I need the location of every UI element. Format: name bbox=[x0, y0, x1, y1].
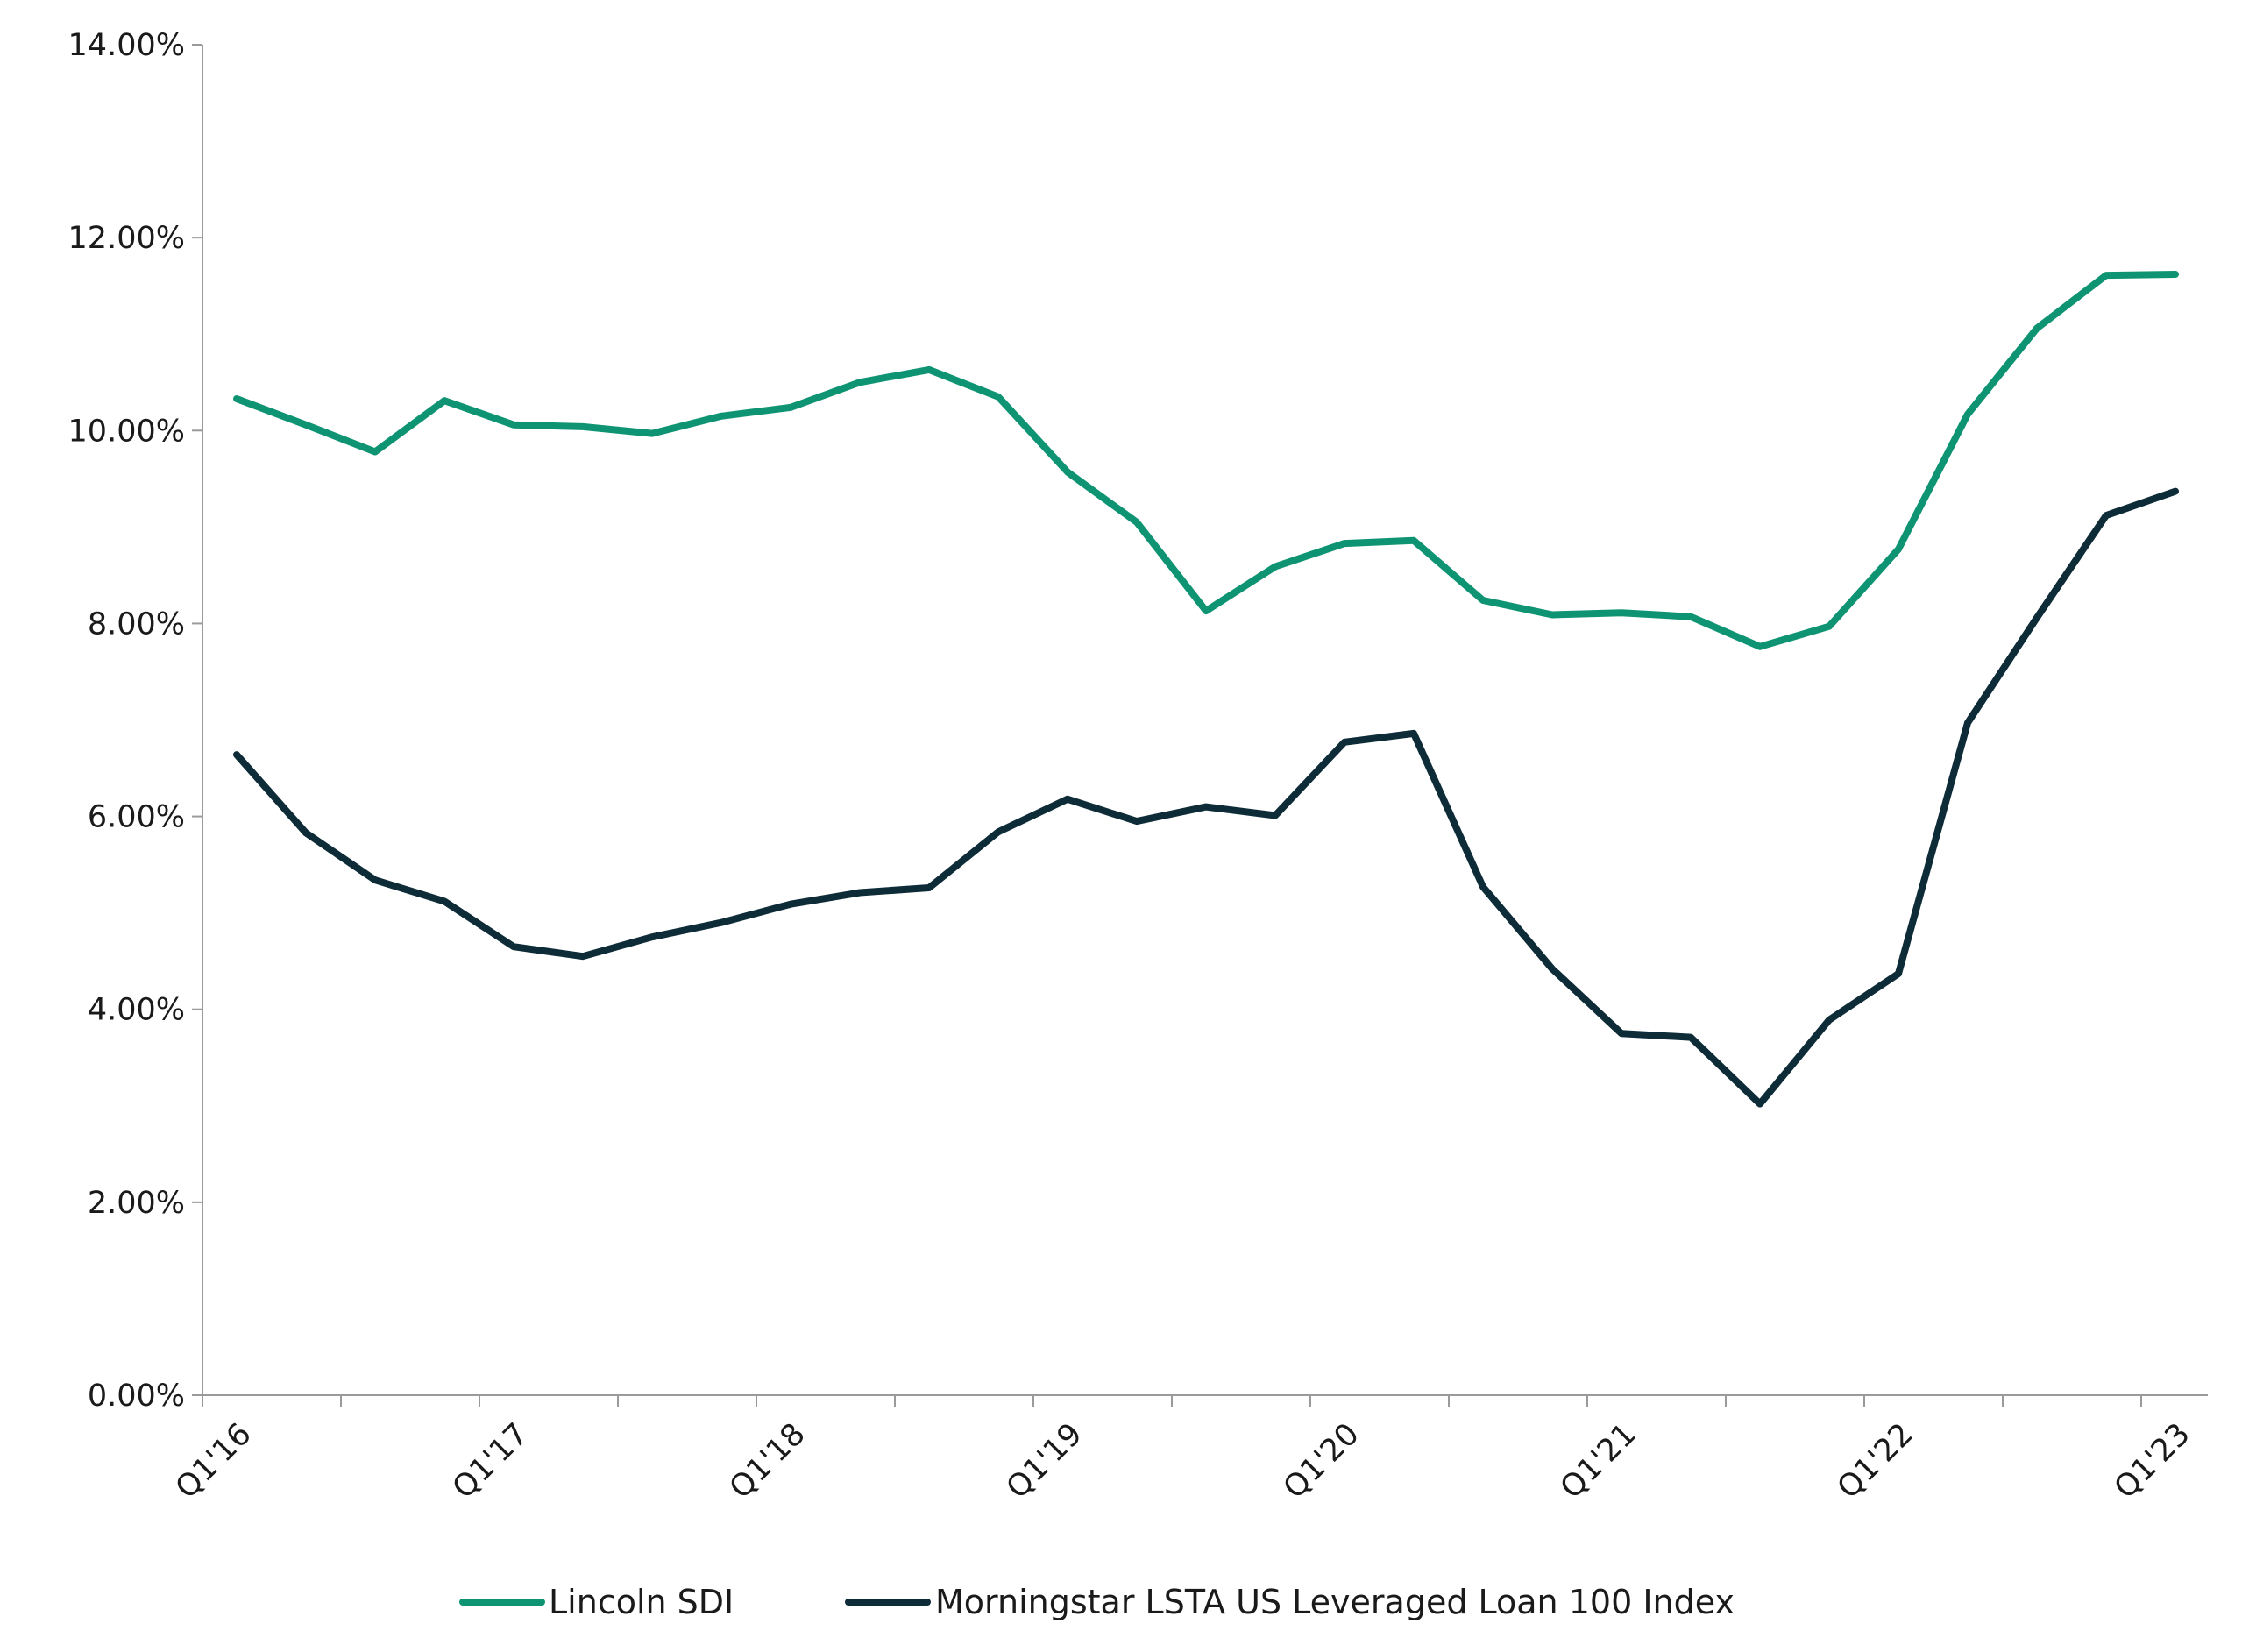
y-axis: 0.00% 2.00% 4.00% 6.00% 8.00% 10.00% 12.00% 14.… bbox=[68, 28, 203, 1414]
y-tick-label: 6.00% bbox=[88, 800, 185, 835]
y-tick-label: 12.00% bbox=[68, 221, 185, 256]
x-tick-label: Q1'22 bbox=[1831, 1416, 1920, 1506]
legend-label-2: Morningstar LSTA US Leveraged Loan 100 I… bbox=[935, 1583, 1735, 1621]
x-tick-label: Q1'23 bbox=[2108, 1416, 2197, 1506]
y-tick-label: 14.00% bbox=[68, 28, 185, 63]
x-axis: Q1'16 Q1'17 Q1'18 Q1'19 Q1'20 Q1'21 Q1'22 Q1'23 bbox=[169, 1394, 2208, 1506]
plot-area bbox=[233, 271, 2179, 1108]
x-tick-label: Q1'21 bbox=[1554, 1416, 1643, 1506]
series-line-2 bbox=[233, 487, 2179, 1108]
x-tick-label: Q1'18 bbox=[723, 1416, 812, 1506]
series-line-1 bbox=[233, 271, 2179, 650]
y-tick-label: 4.00% bbox=[88, 993, 185, 1028]
x-tick-label: Q1'16 bbox=[169, 1416, 259, 1506]
y-tick-label: 10.00% bbox=[68, 414, 185, 449]
y-tick-label: 2.00% bbox=[88, 1186, 185, 1221]
x-tick-label: Q1'17 bbox=[446, 1416, 536, 1506]
y-tick-label: 8.00% bbox=[88, 606, 185, 642]
x-tick-label: Q1'19 bbox=[1000, 1416, 1089, 1506]
y-tick-label: 0.00% bbox=[88, 1379, 185, 1414]
legend: Lincoln SDI Morningstar LSTA US Leveraged… bbox=[459, 1583, 1735, 1621]
legend-label-1: Lincoln SDI bbox=[549, 1583, 734, 1621]
x-tick-label: Q1'20 bbox=[1277, 1416, 1366, 1506]
